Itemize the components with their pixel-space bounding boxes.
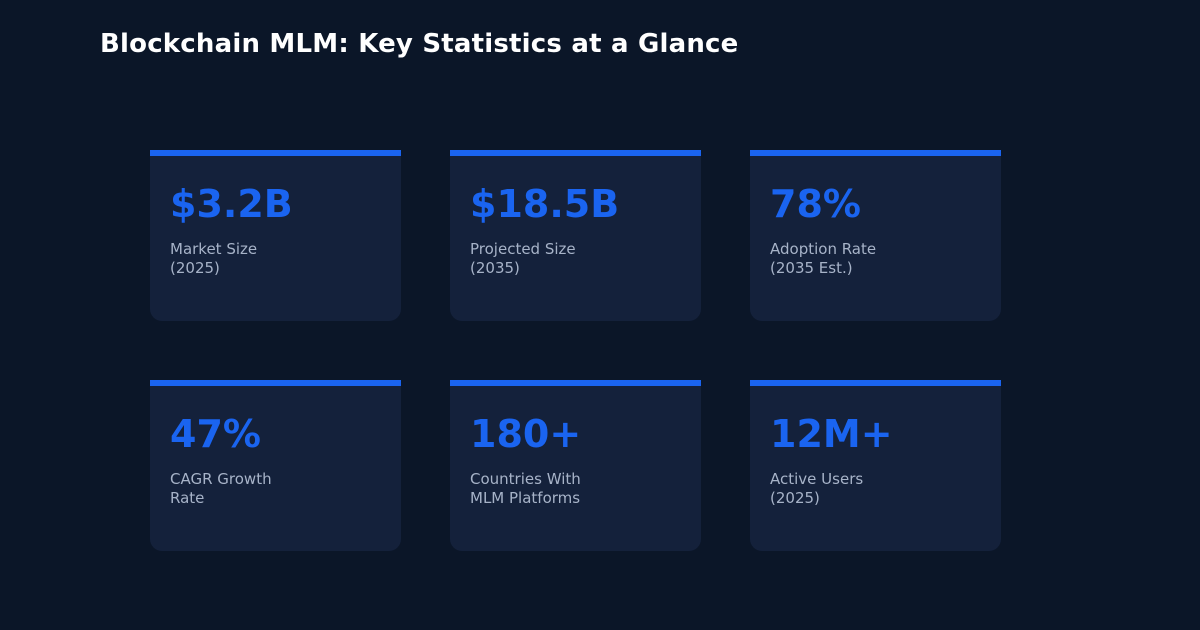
stat-label: Active Users (2025) (770, 470, 864, 507)
stat-value: 180+ (470, 412, 582, 456)
stat-card-market-size: $3.2B Market Size (2025) (150, 150, 401, 321)
card-accent-bar (450, 380, 701, 386)
stat-value: 12M+ (770, 412, 893, 456)
stat-value: $18.5B (470, 182, 620, 226)
stat-card-active-users: 12M+ Active Users (2025) (750, 380, 1001, 551)
stat-label: Projected Size (2035) (470, 240, 576, 277)
card-accent-bar (750, 380, 1001, 386)
stat-label: Countries With MLM Platforms (470, 470, 581, 507)
stat-value: 78% (770, 182, 861, 226)
stat-card-cagr: 47% CAGR Growth Rate (150, 380, 401, 551)
card-accent-bar (750, 150, 1001, 156)
page-title: Blockchain MLM: Key Statistics at a Glan… (100, 29, 739, 59)
card-accent-bar (150, 150, 401, 156)
stat-label: Adoption Rate (2035 Est.) (770, 240, 877, 277)
card-accent-bar (450, 150, 701, 156)
stat-card-countries: 180+ Countries With MLM Platforms (450, 380, 701, 551)
stat-card-projected-size: $18.5B Projected Size (2035) (450, 150, 701, 321)
stat-label: Market Size (2025) (170, 240, 258, 277)
stat-card-adoption-rate: 78% Adoption Rate (2035 Est.) (750, 150, 1001, 321)
stat-label: CAGR Growth Rate (170, 470, 272, 507)
stat-value: $3.2B (170, 182, 293, 226)
card-accent-bar (150, 380, 401, 386)
stat-value: 47% (170, 412, 261, 456)
